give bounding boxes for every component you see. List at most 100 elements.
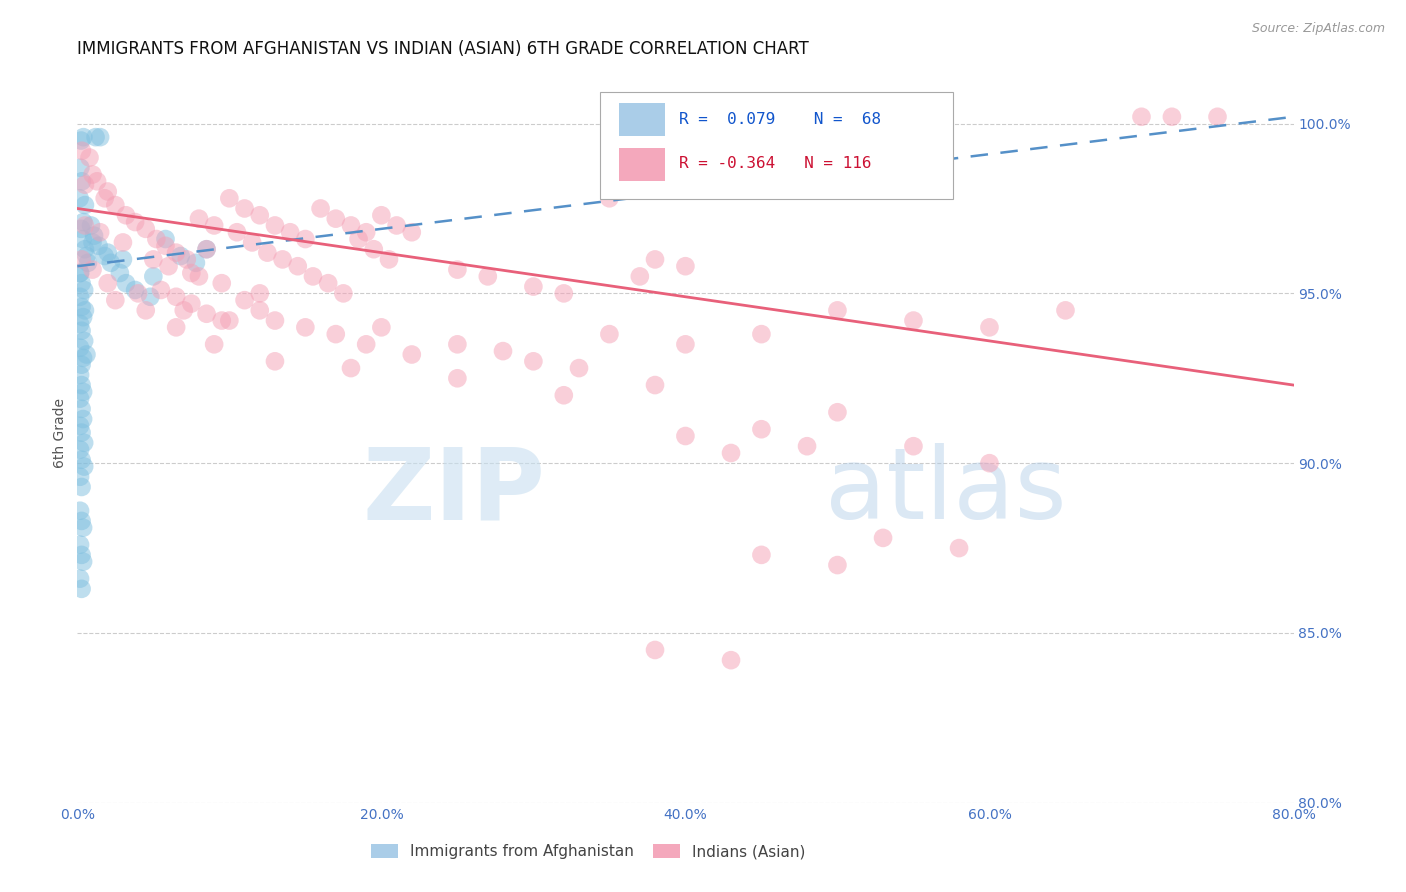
Point	[70, 514, 93, 528]
Point	[69, 191, 91, 205]
Point	[69, 392, 91, 406]
Point	[522, 279, 544, 293]
Point	[385, 219, 408, 233]
Point	[294, 320, 316, 334]
Point	[218, 191, 240, 205]
Point	[83, 228, 105, 243]
Point	[287, 259, 309, 273]
Point	[72, 232, 94, 246]
Point	[97, 276, 120, 290]
Point	[69, 266, 91, 280]
Point	[111, 252, 134, 267]
Point	[628, 269, 651, 284]
Point	[553, 286, 575, 301]
Point	[82, 262, 104, 277]
Point	[1206, 110, 1229, 124]
Point	[363, 242, 385, 256]
Point	[69, 341, 91, 355]
Point	[256, 245, 278, 260]
Point	[70, 425, 93, 440]
Point	[127, 286, 149, 301]
Point	[188, 269, 211, 284]
Point	[1161, 110, 1184, 124]
Point	[97, 245, 120, 260]
Point	[124, 215, 146, 229]
Point	[73, 459, 96, 474]
Point	[948, 541, 970, 555]
Point	[644, 252, 666, 267]
Point	[70, 276, 93, 290]
Point	[446, 371, 468, 385]
Point	[180, 266, 202, 280]
Point	[69, 442, 91, 457]
Point	[278, 225, 301, 239]
Point	[720, 446, 742, 460]
Point	[170, 249, 193, 263]
Point	[294, 232, 316, 246]
Point	[75, 347, 97, 361]
Point	[195, 242, 218, 256]
Point	[195, 307, 218, 321]
Text: ZIP: ZIP	[363, 443, 546, 541]
Point	[72, 215, 94, 229]
Point	[115, 208, 138, 222]
Point	[796, 439, 818, 453]
Point	[73, 198, 96, 212]
Point	[675, 259, 697, 273]
Point	[249, 286, 271, 301]
Point	[72, 130, 94, 145]
Point	[233, 202, 256, 216]
Point	[240, 235, 263, 250]
Point	[675, 337, 697, 351]
Point	[354, 337, 377, 351]
Point	[598, 327, 620, 342]
Point	[903, 313, 925, 327]
Point	[73, 435, 96, 450]
Point	[165, 290, 187, 304]
Point	[89, 130, 111, 145]
Point	[69, 469, 91, 483]
Point	[70, 174, 93, 188]
Point	[211, 276, 233, 290]
Point	[184, 256, 207, 270]
Point	[644, 378, 666, 392]
Point	[370, 208, 392, 222]
Point	[218, 313, 240, 327]
Point	[1130, 110, 1153, 124]
Point	[108, 266, 131, 280]
Point	[354, 225, 377, 239]
Point	[827, 303, 849, 318]
Point	[69, 290, 91, 304]
Point	[70, 452, 93, 467]
Point	[553, 388, 575, 402]
Point	[264, 313, 287, 327]
Point	[72, 310, 94, 325]
Point	[70, 222, 93, 236]
Point	[86, 174, 108, 188]
Point	[69, 418, 91, 433]
Point	[720, 653, 742, 667]
Point	[176, 252, 198, 267]
Point	[165, 320, 187, 334]
FancyBboxPatch shape	[619, 103, 665, 136]
Point	[264, 354, 287, 368]
Point	[979, 320, 1001, 334]
Point	[340, 361, 363, 376]
Point	[202, 337, 225, 351]
Point	[72, 521, 94, 535]
Point	[89, 225, 111, 239]
Point	[872, 531, 894, 545]
Point	[70, 252, 93, 267]
Point	[598, 191, 620, 205]
Point	[446, 337, 468, 351]
Point	[302, 269, 325, 284]
Point	[401, 347, 423, 361]
Point	[72, 555, 94, 569]
Point	[378, 252, 401, 267]
Point	[70, 582, 93, 596]
Point	[249, 303, 271, 318]
Point	[79, 151, 101, 165]
Point	[340, 219, 363, 233]
Point	[69, 161, 91, 175]
Point	[93, 191, 115, 205]
